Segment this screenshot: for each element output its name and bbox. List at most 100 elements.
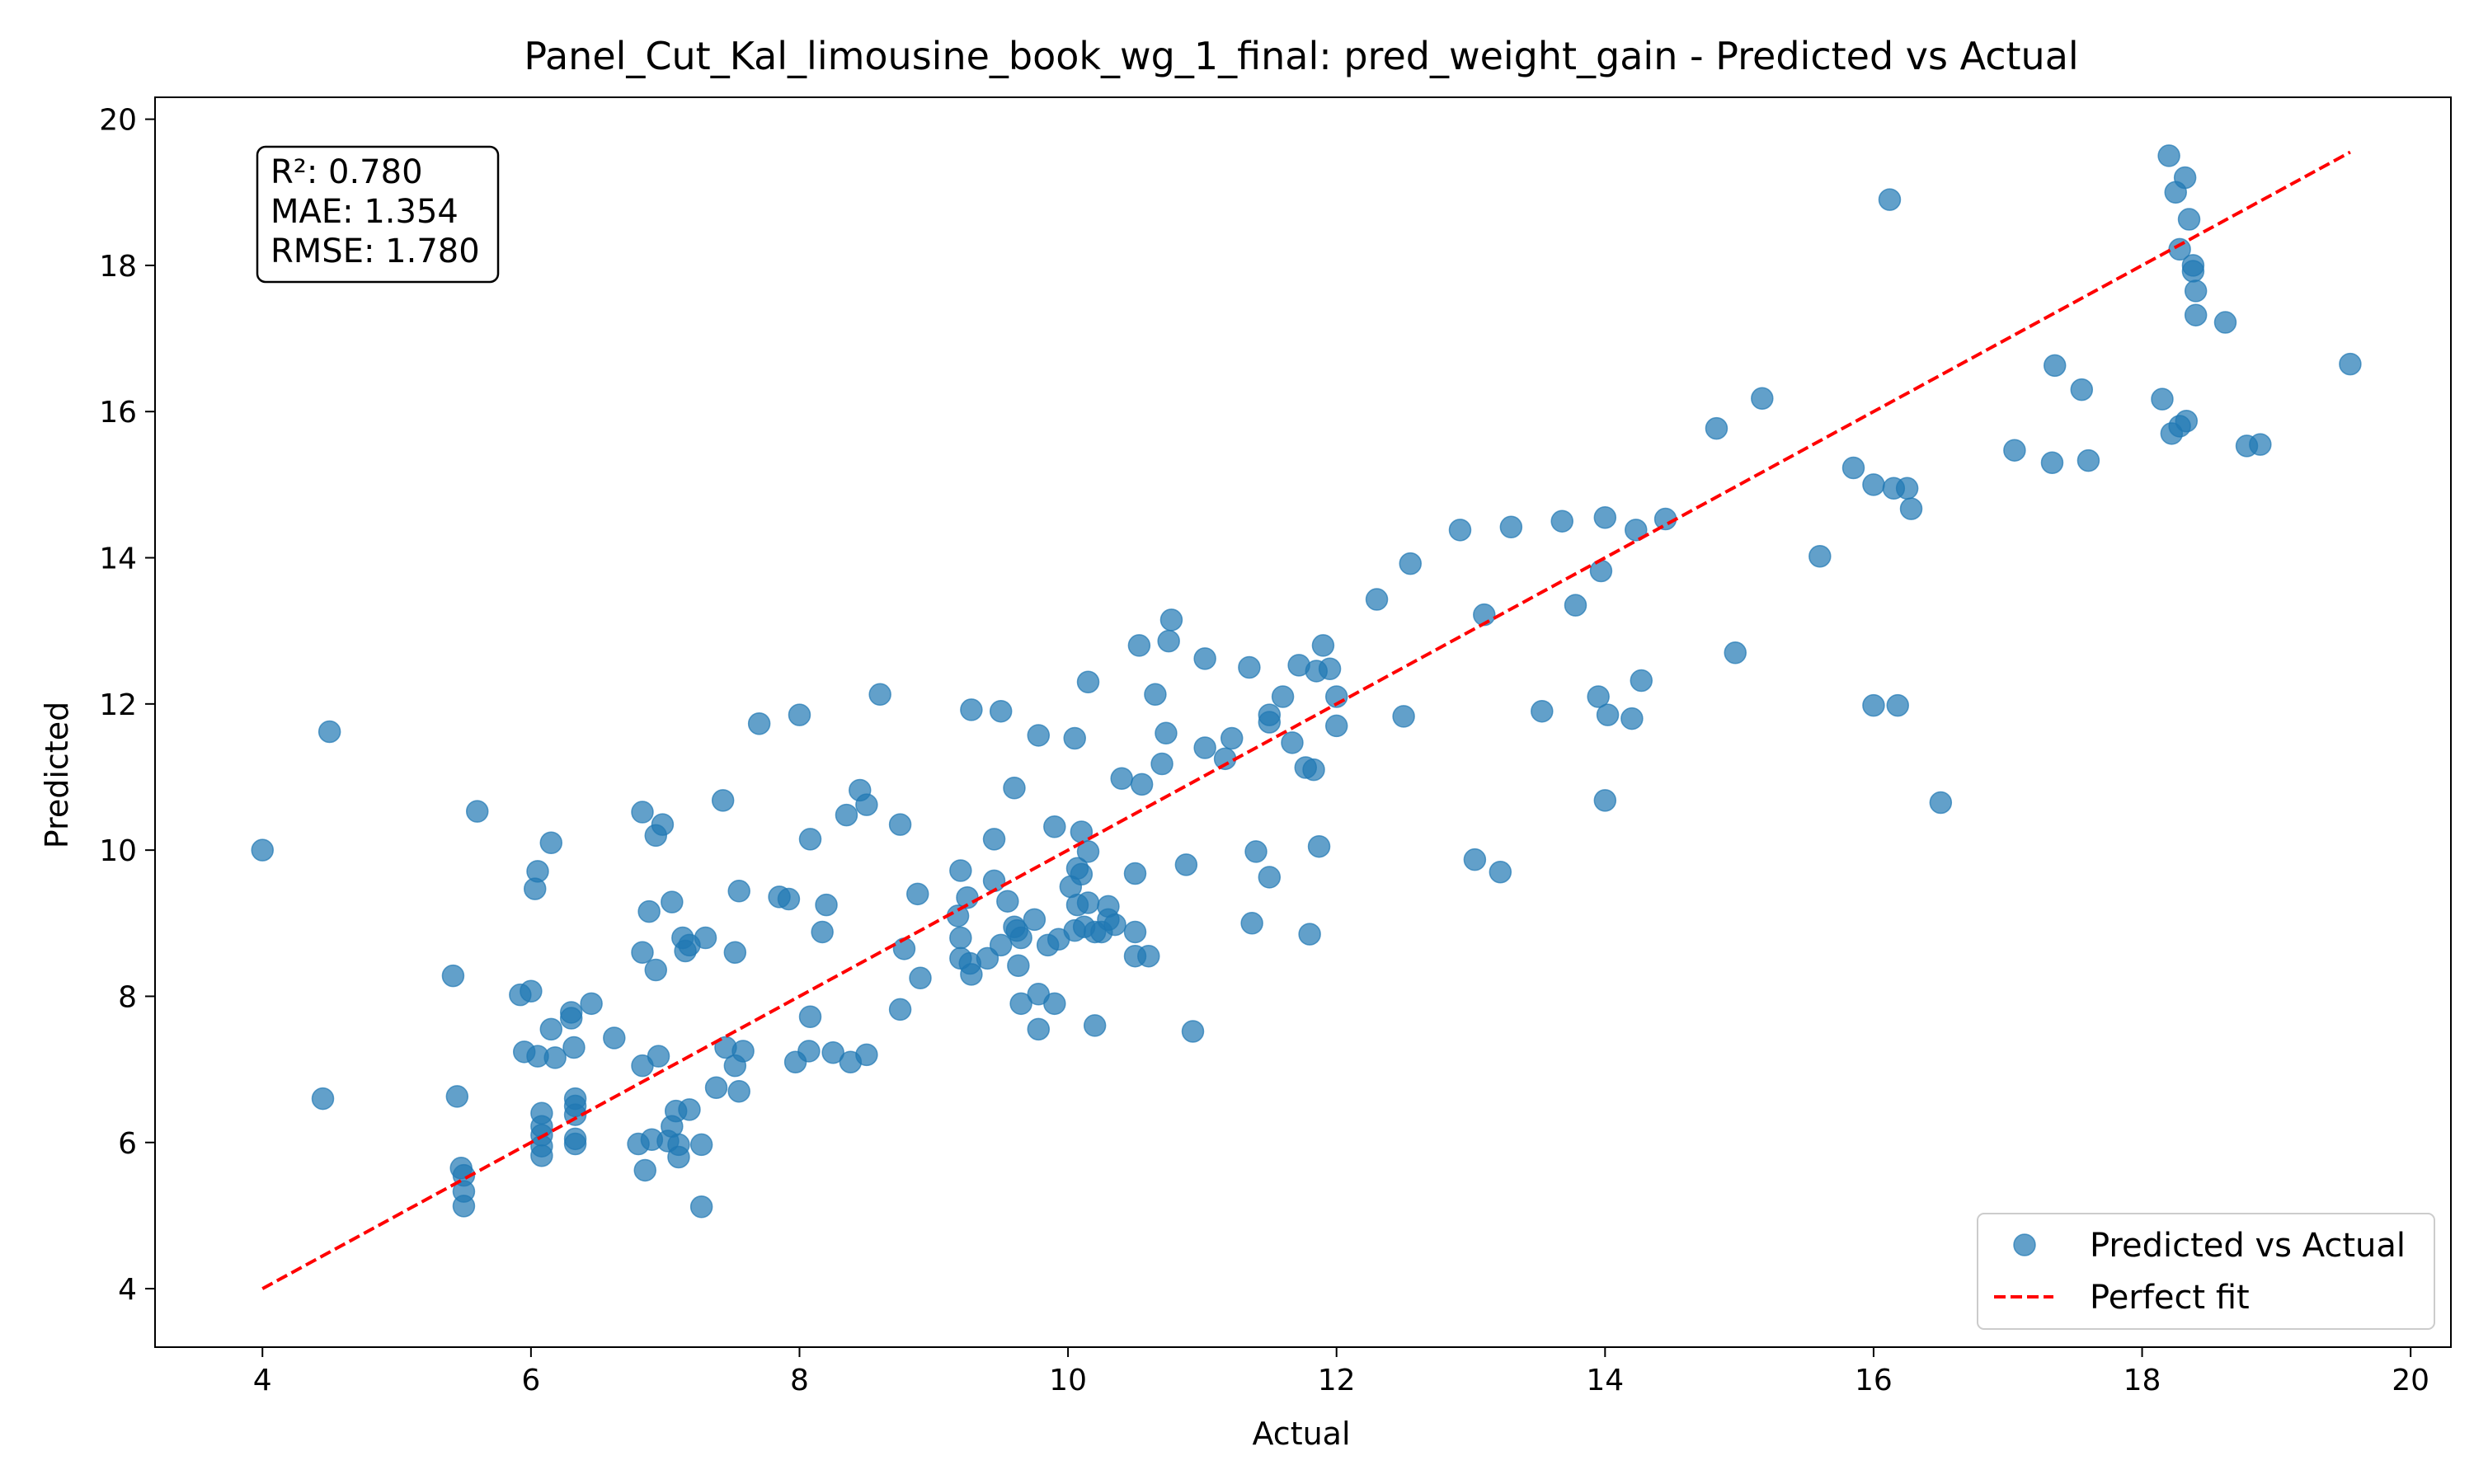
data-point bbox=[1271, 685, 1295, 708]
data-point bbox=[788, 703, 811, 726]
data-point bbox=[441, 964, 465, 988]
fit-line-layer bbox=[261, 150, 2351, 1290]
data-point bbox=[989, 699, 1013, 723]
data-point bbox=[1174, 853, 1198, 876]
data-point bbox=[949, 926, 972, 950]
data-point bbox=[465, 800, 489, 823]
data-point bbox=[727, 1079, 750, 1103]
data-point bbox=[1324, 714, 1348, 738]
data-point bbox=[1448, 519, 1472, 542]
data-point bbox=[1238, 655, 1261, 679]
data-point bbox=[982, 869, 1006, 893]
data-point bbox=[543, 1046, 567, 1069]
y-tick-label: 10 bbox=[99, 834, 137, 868]
data-point bbox=[1399, 552, 1422, 575]
data-point bbox=[1103, 913, 1126, 937]
data-point bbox=[905, 882, 929, 906]
legend-frame bbox=[1977, 1213, 2435, 1330]
data-point bbox=[1587, 685, 1610, 708]
data-point bbox=[2003, 439, 2026, 462]
y-tick-label: 12 bbox=[99, 688, 137, 722]
data-point bbox=[1076, 670, 1100, 693]
data-point bbox=[631, 941, 654, 965]
y-tick-label: 8 bbox=[118, 980, 137, 1014]
data-point bbox=[2173, 166, 2197, 190]
legend-label-scatter: Predicted vs Actual bbox=[2090, 1227, 2406, 1265]
data-point bbox=[1596, 703, 1620, 726]
data-point bbox=[909, 966, 932, 990]
data-point bbox=[888, 813, 912, 836]
data-point bbox=[562, 1036, 586, 1059]
data-point bbox=[644, 958, 668, 982]
data-point bbox=[835, 803, 858, 827]
data-point bbox=[797, 1040, 821, 1063]
y-tick-label: 14 bbox=[99, 542, 137, 576]
data-point bbox=[678, 1098, 701, 1121]
data-point bbox=[603, 1026, 626, 1050]
data-point bbox=[1220, 726, 1244, 750]
data-point bbox=[1123, 862, 1147, 885]
data-point bbox=[723, 941, 747, 965]
data-point bbox=[1489, 860, 1512, 884]
data-point bbox=[1365, 588, 1389, 611]
data-point bbox=[2213, 311, 2237, 334]
data-point bbox=[251, 838, 274, 862]
data-point bbox=[1589, 559, 1613, 583]
data-point bbox=[731, 1040, 755, 1063]
data-point bbox=[1009, 992, 1032, 1016]
data-point bbox=[888, 998, 912, 1021]
metrics-box: R²: 0.780 MAE: 1.354 RMSE: 1.780 bbox=[256, 145, 500, 284]
plot-area bbox=[154, 96, 2452, 1348]
data-point bbox=[1244, 840, 1268, 863]
data-point bbox=[1751, 387, 1774, 411]
data-point bbox=[694, 926, 717, 950]
data-point bbox=[1043, 815, 1066, 838]
data-point bbox=[1240, 912, 1263, 935]
data-point bbox=[855, 793, 878, 816]
data-point bbox=[1159, 608, 1183, 632]
data-point bbox=[520, 979, 543, 1003]
legend-label-fit-line: Perfect fit bbox=[2090, 1279, 2250, 1317]
data-point bbox=[1110, 767, 1133, 791]
data-point bbox=[1193, 736, 1216, 759]
data-point bbox=[1886, 693, 1909, 717]
data-point bbox=[2043, 354, 2067, 378]
data-point bbox=[1070, 862, 1094, 886]
data-point bbox=[1899, 497, 1923, 520]
data-point bbox=[1130, 773, 1154, 796]
x-tick-label: 6 bbox=[521, 1364, 540, 1397]
data-point bbox=[1841, 456, 1865, 480]
data-point bbox=[982, 828, 1006, 851]
data-point bbox=[1127, 634, 1151, 657]
data-point bbox=[798, 828, 822, 851]
data-point bbox=[2177, 208, 2201, 231]
data-point bbox=[1318, 657, 1342, 681]
data-point bbox=[1307, 834, 1331, 858]
data-point bbox=[1027, 1017, 1051, 1041]
data-point bbox=[1302, 758, 1325, 782]
data-point bbox=[530, 1144, 553, 1167]
data-point bbox=[1392, 705, 1415, 728]
data-point bbox=[949, 859, 972, 882]
data-point bbox=[689, 1195, 713, 1219]
data-point bbox=[633, 1158, 656, 1182]
data-point bbox=[1531, 699, 1554, 723]
data-point bbox=[1003, 777, 1026, 800]
data-point bbox=[1157, 629, 1180, 653]
data-point bbox=[1193, 647, 1216, 670]
data-point bbox=[960, 698, 983, 721]
data-point bbox=[661, 890, 684, 913]
data-point bbox=[989, 933, 1013, 957]
data-point bbox=[631, 801, 654, 824]
data-point bbox=[1862, 693, 1885, 717]
data-point bbox=[559, 1007, 583, 1030]
x-tick-label: 8 bbox=[790, 1364, 809, 1397]
x-tick-label: 12 bbox=[1318, 1364, 1356, 1397]
data-point bbox=[651, 813, 675, 836]
data-point bbox=[647, 1045, 670, 1068]
data-point bbox=[1620, 707, 1644, 730]
x-tick-label: 18 bbox=[2124, 1364, 2161, 1397]
data-point bbox=[1137, 944, 1160, 968]
data-point bbox=[1473, 603, 1496, 627]
data-point bbox=[1150, 752, 1174, 776]
